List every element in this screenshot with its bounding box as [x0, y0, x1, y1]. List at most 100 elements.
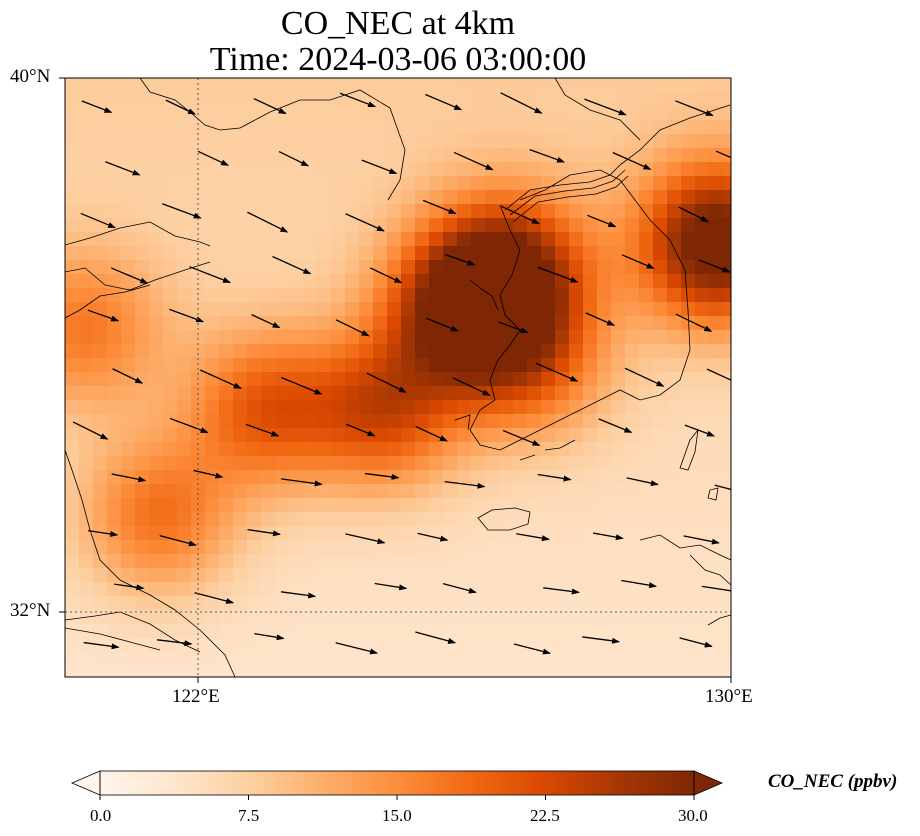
concentration-cell	[555, 344, 570, 359]
concentration-cell	[275, 176, 290, 191]
concentration-cell	[205, 316, 220, 331]
concentration-cell	[499, 92, 514, 107]
concentration-cell	[723, 344, 731, 359]
concentration-cell	[555, 554, 570, 569]
concentration-cell	[233, 232, 248, 247]
concentration-cell	[135, 190, 150, 205]
concentration-cell	[177, 232, 192, 247]
concentration-cell	[135, 442, 150, 457]
concentration-cell	[177, 666, 192, 677]
concentration-cell	[597, 274, 612, 289]
concentration-cell	[135, 484, 150, 499]
concentration-cell	[625, 554, 640, 569]
concentration-cell	[401, 652, 416, 667]
concentration-cell	[709, 582, 724, 597]
concentration-cell	[219, 92, 234, 107]
concentration-cell	[121, 400, 136, 415]
concentration-cell	[401, 470, 416, 485]
concentration-cell	[135, 316, 150, 331]
concentration-cell	[485, 148, 500, 163]
concentration-cell	[289, 498, 304, 513]
concentration-cell	[513, 120, 528, 135]
concentration-cell	[429, 316, 444, 331]
concentration-cell	[205, 442, 220, 457]
concentration-cell	[709, 162, 724, 177]
concentration-cell	[471, 246, 486, 261]
concentration-cell	[695, 484, 710, 499]
concentration-cell	[233, 456, 248, 471]
concentration-cell	[583, 288, 598, 303]
concentration-cell	[275, 652, 290, 667]
concentration-cell	[723, 274, 731, 289]
concentration-cell	[667, 190, 682, 205]
concentration-cell	[219, 204, 234, 219]
concentration-cell	[639, 316, 654, 331]
concentration-cell	[653, 512, 668, 527]
concentration-cell	[471, 638, 486, 653]
concentration-cell	[121, 162, 136, 177]
concentration-cell	[233, 470, 248, 485]
concentration-cell	[79, 414, 94, 429]
concentration-cell	[373, 638, 388, 653]
concentration-cell	[289, 78, 304, 93]
concentration-cell	[583, 358, 598, 373]
concentration-cell	[317, 288, 332, 303]
concentration-cell	[583, 120, 598, 135]
wind-arrow	[621, 579, 658, 589]
concentration-cell	[527, 582, 542, 597]
concentration-cell	[107, 330, 122, 345]
concentration-cell	[527, 232, 542, 247]
concentration-cell	[275, 204, 290, 219]
concentration-cell	[527, 246, 542, 261]
concentration-cell	[625, 470, 640, 485]
concentration-cell	[191, 484, 206, 499]
concentration-cell	[541, 400, 556, 415]
concentration-cell	[611, 442, 626, 457]
concentration-cell	[359, 204, 374, 219]
concentration-cell	[625, 148, 640, 163]
concentration-cell	[541, 512, 556, 527]
concentration-cell	[443, 470, 458, 485]
concentration-cell	[121, 120, 136, 135]
concentration-cell	[527, 274, 542, 289]
concentration-cell	[527, 204, 542, 219]
concentration-cell	[569, 400, 584, 415]
concentration-cell	[135, 666, 150, 677]
concentration-cell	[429, 442, 444, 457]
concentration-cell	[569, 638, 584, 653]
korea-west-coast	[469, 169, 691, 451]
concentration-cell	[79, 190, 94, 205]
concentration-cell	[233, 610, 248, 625]
concentration-cell	[345, 512, 360, 527]
concentration-cell	[233, 134, 248, 149]
concentration-cell	[233, 400, 248, 415]
concentration-cell	[513, 204, 528, 219]
concentration-cell	[569, 302, 584, 317]
concentration-cell	[401, 568, 416, 583]
concentration-cell	[331, 540, 346, 555]
concentration-cell	[219, 358, 234, 373]
concentration-cell	[387, 232, 402, 247]
concentration-cell	[499, 400, 514, 415]
concentration-cell	[723, 232, 731, 247]
concentration-cell	[163, 190, 178, 205]
concentration-cell	[135, 400, 150, 415]
concentration-cell	[359, 596, 374, 611]
concentration-cell	[653, 274, 668, 289]
concentration-cell	[359, 106, 374, 121]
concentration-cell	[107, 638, 122, 653]
concentration-cell	[555, 260, 570, 275]
concentration-cell	[275, 246, 290, 261]
wind-arrow	[87, 529, 119, 537]
concentration-cell	[569, 540, 584, 555]
concentration-cell	[583, 498, 598, 513]
concentration-cell	[247, 456, 262, 471]
concentration-cell	[513, 148, 528, 163]
concentration-cell	[723, 386, 731, 401]
concentration-cell	[527, 442, 542, 457]
concentration-cell	[177, 400, 192, 415]
concentration-cell	[135, 512, 150, 527]
concentration-cell	[653, 610, 668, 625]
concentration-cell	[107, 120, 122, 135]
concentration-cell	[443, 330, 458, 345]
